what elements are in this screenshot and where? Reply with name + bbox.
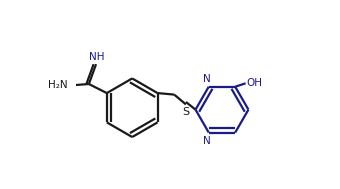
Text: OH: OH <box>246 78 262 88</box>
Text: N: N <box>203 136 211 146</box>
Text: H₂N: H₂N <box>48 80 68 90</box>
Text: S: S <box>183 107 190 117</box>
Text: N: N <box>203 74 211 84</box>
Text: NH: NH <box>89 52 105 62</box>
